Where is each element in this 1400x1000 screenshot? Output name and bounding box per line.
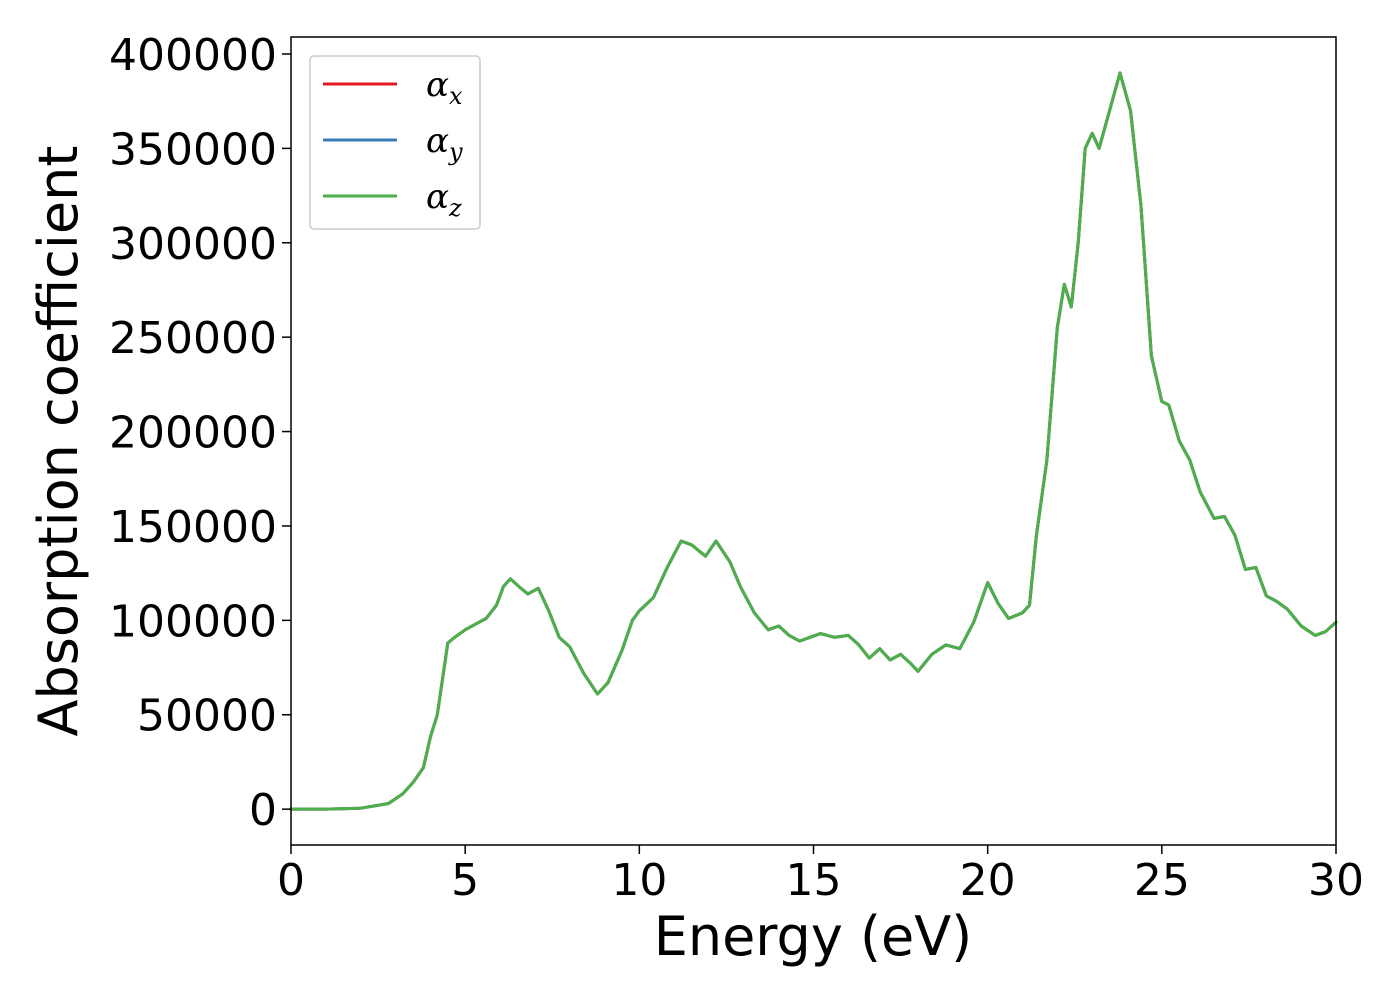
y-tick-label: 0: [249, 785, 277, 836]
y-tick-label: 150000: [109, 502, 277, 553]
legend-box: [309, 55, 481, 230]
x-tick-label: 15: [786, 855, 842, 906]
series-layer: [289, 71, 1338, 811]
legend-label-x: αx: [426, 65, 463, 110]
x-axis-ticks: 0 5 10 15 20 25 30: [277, 845, 1364, 906]
y-tick-label: 350000: [109, 124, 277, 175]
series-line-z: [289, 71, 1338, 811]
y-tick-label: 400000: [109, 30, 277, 81]
x-tick-label: 5: [451, 855, 479, 906]
x-tick-label: 0: [277, 855, 305, 906]
legend-label-y: αy: [426, 121, 463, 166]
legend-entries: αx αy αz: [323, 65, 463, 222]
y-tick-label: 100000: [109, 596, 277, 647]
y-tick-label: 250000: [109, 313, 277, 364]
y-tick-label: 50000: [137, 691, 277, 742]
y-tick-label: 300000: [109, 219, 277, 270]
legend: αx αy αz: [309, 55, 481, 230]
legend-label-z: αz: [426, 177, 462, 222]
y-tick-label: 200000: [109, 408, 277, 459]
x-tick-label: 20: [960, 855, 1016, 906]
x-tick-label: 10: [611, 855, 667, 906]
y-axis-label: Absorption coefficient: [27, 146, 90, 737]
x-axis-label: Energy (eV): [654, 905, 973, 968]
x-tick-label: 25: [1134, 855, 1190, 906]
y-axis-ticks: 0 50000 100000 150000 200000 250000 300000 3500…: [109, 30, 291, 836]
x-tick-label: 30: [1308, 855, 1364, 906]
